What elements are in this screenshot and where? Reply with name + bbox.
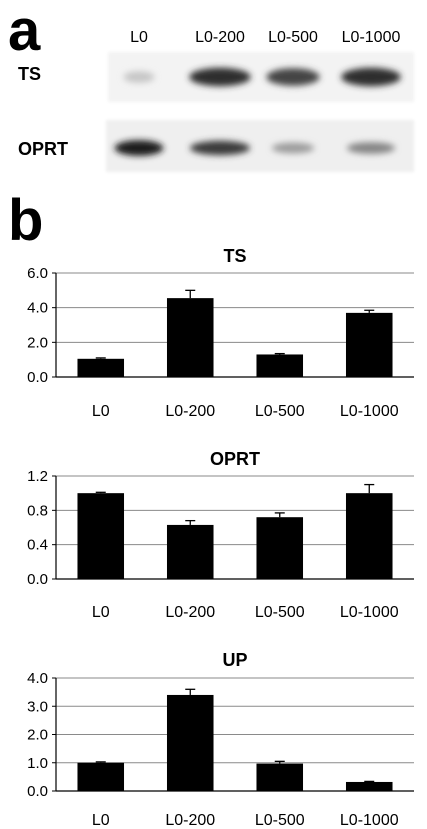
bar-l0-200 bbox=[166, 694, 214, 791]
x-tick-label: L0-500 bbox=[255, 604, 305, 621]
lane-label-l0: L0 bbox=[130, 29, 148, 46]
bar-l0 bbox=[77, 493, 125, 579]
x-tick-label: L0 bbox=[92, 812, 110, 829]
bar-l0-1000 bbox=[345, 493, 393, 579]
blot-band-ts-lane-1 bbox=[123, 71, 155, 83]
y-tick-label: 2.0 bbox=[27, 727, 48, 744]
y-tick-label: 2.0 bbox=[27, 334, 48, 351]
bar-l0-1000 bbox=[345, 312, 393, 377]
y-tick-label: 4.0 bbox=[27, 670, 48, 687]
panel-b-letter: b bbox=[8, 188, 44, 253]
x-tick-label: L0 bbox=[92, 604, 110, 621]
blot-band-oprt-lane-3 bbox=[271, 142, 315, 154]
blot-band-oprt-lane-4 bbox=[346, 142, 396, 154]
chart-title: TS bbox=[223, 246, 246, 266]
x-tick-label: L0-1000 bbox=[340, 403, 399, 420]
blot-band-ts-lane-4 bbox=[341, 67, 401, 87]
bar-l0-1000 bbox=[345, 781, 393, 791]
y-tick-label: 1.2 bbox=[27, 468, 48, 485]
y-tick-label: 1.0 bbox=[27, 755, 48, 772]
x-tick-label: L0-500 bbox=[255, 403, 305, 420]
chart-ts: TS 0.0 2.0 4.0 6.0 L0 L0-200 L0-500 L0-1000 bbox=[27, 246, 414, 420]
x-tick-label: L0-200 bbox=[165, 403, 215, 420]
x-tick-label: L0-200 bbox=[165, 604, 215, 621]
blot-band-oprt-lane-2 bbox=[189, 140, 251, 156]
x-tick-label: L0-1000 bbox=[340, 604, 399, 621]
lane-label-l0-1000: L0-1000 bbox=[341, 29, 401, 46]
blot-band-oprt-lane-1 bbox=[114, 140, 164, 156]
blot-row-label-oprt: OPRT bbox=[18, 139, 69, 159]
chart-title: UP bbox=[222, 650, 247, 670]
y-tick-label: 0.4 bbox=[27, 537, 48, 554]
blot-row-label-ts: TS bbox=[18, 64, 42, 84]
lane-label-l0-200: L0-200 bbox=[195, 29, 245, 46]
lane-label-l0-500: L0-500 bbox=[268, 29, 318, 46]
bar-l0-500 bbox=[256, 517, 304, 579]
bar-l0-200 bbox=[166, 524, 214, 579]
panel-a-letter: a bbox=[8, 0, 41, 63]
y-tick-label: 0.8 bbox=[27, 502, 48, 519]
y-tick-label: 3.0 bbox=[27, 698, 48, 715]
bar-l0-500 bbox=[256, 354, 304, 377]
chart-up: UP 0.0 1.0 2.0 3.0 4.0 L0 L0-200 L0-500 L0-1000 bbox=[27, 650, 414, 829]
y-tick-label: 0.0 bbox=[27, 369, 48, 386]
bar-l0 bbox=[77, 358, 125, 377]
bar-l0-200 bbox=[166, 298, 214, 377]
x-tick-label: L0-200 bbox=[165, 812, 215, 829]
chart-oprt: OPRT 0.0 0.4 0.8 1.2 L0 L0-200 L0-500 L0-1000 bbox=[27, 449, 414, 621]
y-tick-label: 0.0 bbox=[27, 783, 48, 800]
y-tick-label: 0.0 bbox=[27, 571, 48, 588]
y-tick-label: 6.0 bbox=[27, 265, 48, 282]
x-tick-label: L0 bbox=[92, 403, 110, 420]
chart-title: OPRT bbox=[210, 449, 260, 469]
bar-l0 bbox=[77, 762, 125, 791]
blot-band-ts-lane-2 bbox=[189, 67, 251, 87]
x-tick-label: L0-500 bbox=[255, 812, 305, 829]
blot-band-ts-lane-3 bbox=[266, 68, 320, 86]
western-blot-image bbox=[106, 52, 414, 172]
bar-l0-500 bbox=[256, 763, 304, 791]
x-tick-label: L0-1000 bbox=[340, 812, 399, 829]
y-tick-label: 4.0 bbox=[27, 300, 48, 317]
